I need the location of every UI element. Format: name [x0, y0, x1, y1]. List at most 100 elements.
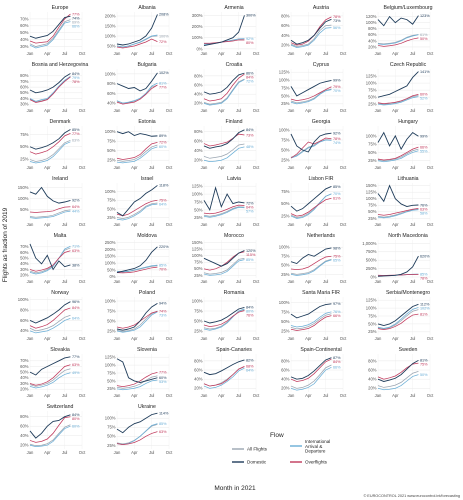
series-line-intl — [116, 264, 158, 273]
x-tick-label: Jan — [375, 108, 382, 113]
end-value-label: 76% — [246, 314, 254, 318]
y-tick-label: 40% — [20, 433, 29, 438]
end-value-label: 79% — [72, 76, 80, 80]
end-value-label: 70% — [333, 192, 341, 196]
series-line-dom — [203, 306, 245, 324]
y-tick-label: 20% — [20, 387, 29, 392]
y-tick-label: 40% — [20, 328, 29, 333]
x-tick-label: Apr — [218, 336, 225, 341]
series-line-dom — [203, 129, 245, 149]
series-line-over — [29, 250, 71, 272]
series-line-intl — [29, 372, 71, 389]
x-tick-label: Apr — [392, 165, 399, 170]
y-tick-label: 70% — [20, 244, 29, 249]
panel-title: Moldova — [137, 233, 157, 239]
x-tick-label: Jan — [114, 165, 121, 170]
panel-netherlands: Netherlands 25% 50% 75% 100% Jan Apr Jul Oct 98% 7… — [279, 233, 347, 284]
series-line-intl — [203, 207, 245, 218]
series-line-over — [290, 315, 332, 331]
y-tick-label: 25% — [107, 386, 116, 391]
x-tick-label: Jul — [149, 108, 154, 113]
series-line-intl — [377, 150, 419, 163]
x-tick-label: Apr — [44, 108, 51, 113]
end-value-label: 102% — [420, 307, 430, 311]
x-tick-label: Apr — [44, 279, 51, 284]
end-value-label: 73% — [246, 133, 254, 137]
x-tick-label: Jul — [236, 336, 241, 341]
end-value-label: 76% — [333, 310, 341, 314]
series-line-dom — [290, 247, 332, 265]
panel-title: Croatia — [226, 62, 243, 68]
panel-morocco: Morocco 25% 50%75% 100%125% 150% Jan Apr Jul Oct… — [192, 233, 260, 284]
x-tick-label: Jan — [375, 165, 382, 170]
y-tick-label: 50% — [281, 319, 290, 324]
y-tick-label: 150% — [105, 254, 116, 259]
end-value-label: 114% — [159, 411, 169, 415]
end-value-label: 85% — [246, 258, 254, 262]
end-value-label: 77% — [159, 371, 167, 375]
end-value-label: 53% — [159, 380, 167, 384]
series-line-dom — [116, 412, 158, 434]
series-line-intl — [29, 245, 71, 275]
series-line-over — [29, 206, 71, 213]
y-tick-label: 20% — [368, 44, 377, 49]
y-tick-label: 100% — [192, 191, 203, 196]
end-value-label: 58% — [420, 211, 428, 215]
end-value-label: 102% — [159, 71, 169, 75]
panel-title: Albania — [138, 5, 155, 11]
x-tick-label: Jul — [149, 51, 154, 56]
y-tick-label: 300% — [192, 13, 203, 18]
end-value-label: 64% — [246, 205, 254, 209]
y-tick-label: 125% — [366, 298, 377, 303]
series-line-intl — [29, 76, 71, 102]
y-tick-label: 50% — [107, 434, 116, 439]
panel-title: Georgia — [312, 119, 331, 125]
panel-title: Europe — [52, 5, 69, 11]
panel-czech-republic: Czech Republic 25% 50% 75% 100% 125% Jan Apr Jul… — [366, 62, 434, 113]
series-line-dom — [116, 303, 158, 331]
panel-title: Latvia — [227, 176, 241, 182]
y-tick-label: 40% — [194, 148, 203, 153]
y-tick-label: 75% — [368, 313, 377, 318]
end-value-label: 60% — [159, 376, 167, 380]
y-tick-label: 100% — [192, 253, 203, 258]
series-line-dom — [290, 357, 332, 380]
panel-title: Lisbon FIR — [308, 176, 333, 182]
y-tick-label: 150% — [18, 185, 29, 190]
series-line-intl — [203, 146, 245, 163]
series-line-all — [29, 209, 71, 218]
x-tick-label: Oct — [79, 336, 86, 341]
y-tick-label: 25% — [194, 215, 203, 220]
x-tick-label: Jan — [27, 222, 34, 227]
y-tick-label: 500% — [366, 258, 377, 263]
y-tick-label: 60% — [194, 82, 203, 87]
series-line-all — [116, 144, 158, 162]
series-line-intl — [116, 311, 158, 333]
x-tick-label: Apr — [392, 393, 399, 398]
series-line-over — [29, 13, 71, 44]
series-line-all — [116, 310, 158, 332]
series-line-dom — [377, 255, 419, 277]
panel-title: Austria — [313, 5, 329, 11]
end-value-label: 50% — [420, 37, 428, 41]
end-value-label: 50% — [420, 373, 428, 377]
y-tick-label: 100% — [18, 297, 29, 302]
x-tick-label: Jul — [62, 336, 67, 341]
end-value-label: 120% — [246, 249, 256, 253]
panel-lithuania: Lithuania 25% 50%75% 100%125% 150% Jan Apr Jul O… — [366, 176, 434, 227]
y-tick-label: 50% — [20, 207, 29, 212]
series-line-dom — [290, 303, 332, 319]
x-tick-label: Oct — [340, 393, 347, 398]
x-tick-label: Oct — [340, 51, 347, 56]
series-line-all — [377, 208, 419, 218]
y-tick-label: 100% — [366, 196, 377, 201]
x-tick-label: Apr — [392, 108, 399, 113]
y-tick-label: 250% — [366, 266, 377, 271]
y-tick-label: 100% — [279, 77, 290, 82]
x-tick-label: Jul — [62, 279, 67, 284]
y-tick-label: 20% — [281, 43, 290, 48]
y-tick-label: 25% — [368, 329, 377, 334]
y-tick-label: 75% — [281, 85, 290, 90]
